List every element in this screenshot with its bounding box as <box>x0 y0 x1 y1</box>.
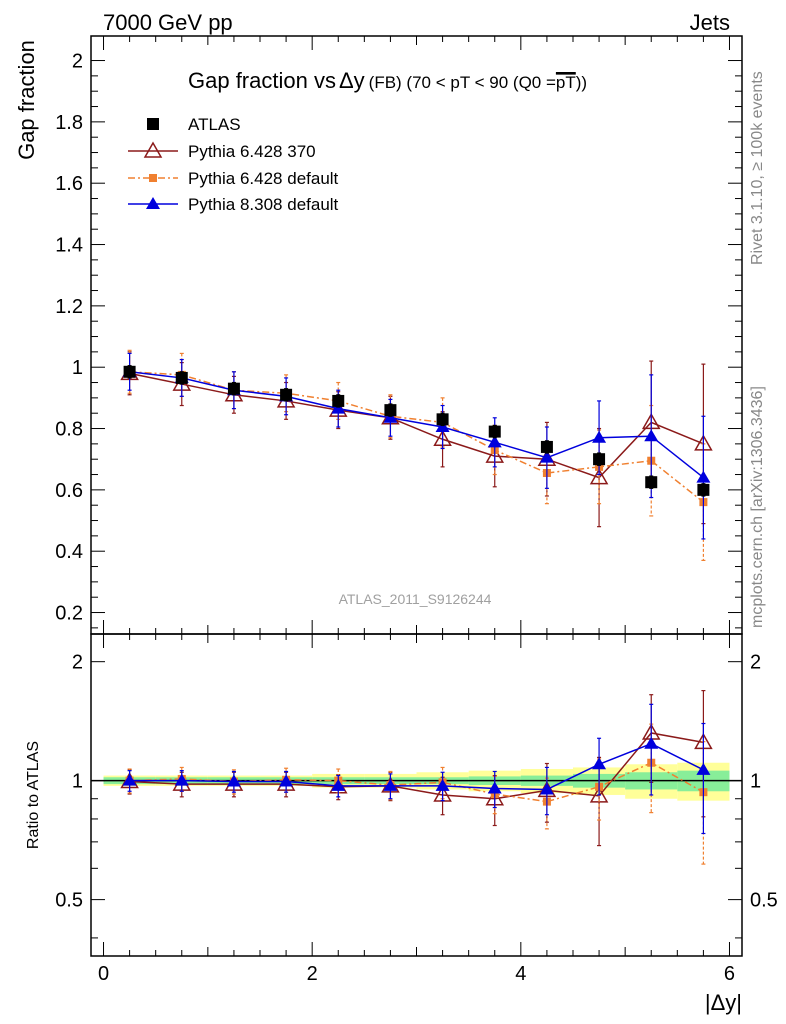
ratio-y-tick-label: 1 <box>72 771 83 793</box>
top-y-tick-label: 2 <box>72 51 83 73</box>
data-point <box>175 371 188 384</box>
series-line <box>129 371 704 503</box>
legend-label: Pythia 8.308 default <box>188 195 339 214</box>
data-point <box>697 483 710 496</box>
ratio-point <box>435 778 450 791</box>
title-bar: pT <box>556 73 576 92</box>
rivet-version-label: Rivet 3.1.10, ≥ 100k events <box>749 71 766 265</box>
top-y-tick-label: 0.4 <box>55 541 83 563</box>
data-point <box>227 382 240 395</box>
header-energy-label: 7000 GeV pp <box>103 10 233 35</box>
legend-marker <box>146 197 160 209</box>
series-atlas <box>123 365 710 497</box>
ratio-point <box>279 774 294 787</box>
top-y-tick-label: 1.4 <box>55 235 83 257</box>
ratio-series-pythia-6-428-370 <box>120 689 713 847</box>
ratio-point <box>696 762 711 775</box>
ratio-line <box>129 732 704 800</box>
legend-marker <box>147 118 159 130</box>
x-tick-label: 2 <box>307 963 318 985</box>
x-tick-label: 6 <box>724 963 735 985</box>
bottom-panel-frame <box>90 633 743 957</box>
legend-item: ATLAS <box>147 115 241 134</box>
legend-item: Pythia 8.308 default <box>128 195 339 214</box>
header-process-label: Jets <box>690 10 730 35</box>
top-y-tick-label: 0.6 <box>55 480 83 502</box>
legend-label: ATLAS <box>188 115 241 134</box>
legend-item: Pythia 6.428 370 <box>128 141 316 161</box>
ratio-point <box>174 773 189 786</box>
ratio-y-tick-label-right: 0.5 <box>750 890 778 912</box>
data-point <box>539 450 554 463</box>
x-tick-label: 4 <box>515 963 526 985</box>
data-point <box>696 470 711 483</box>
data-point <box>644 429 659 442</box>
ratio-point <box>539 782 554 795</box>
gap-fraction-panel: 0.2 0.4 0.6 0.8 1 1.2 1.4 1.6 1.8 2 ATLAS_2011_S9… <box>55 35 743 635</box>
series-line <box>129 371 704 479</box>
legend-item: Pythia 6.428 default <box>128 169 339 188</box>
ratio-y-tick-label: 0.5 <box>55 890 83 912</box>
ratio-line <box>129 742 704 791</box>
ratio-point <box>122 773 137 786</box>
title-main: Gap fraction vs <box>188 68 336 93</box>
data-point <box>123 365 136 378</box>
ratio-y-axis-label: Ratio to ATLAS <box>25 741 42 849</box>
ratio-point <box>226 774 241 787</box>
ratio-point <box>383 778 398 791</box>
title-close: )) <box>576 73 587 92</box>
ratio-panel: 0.5 0.5 1 1 2 2 <box>55 633 778 957</box>
ratio-point <box>487 781 502 794</box>
data-point <box>488 425 501 438</box>
legend-label: Pythia 6.428 370 <box>188 142 316 161</box>
data-point <box>589 468 609 485</box>
data-point <box>436 413 449 426</box>
data-point <box>384 404 397 417</box>
series-line <box>129 372 704 479</box>
top-y-tick-label: 1.6 <box>55 173 83 195</box>
data-point <box>645 476 658 489</box>
ratio-point <box>592 757 607 770</box>
top-y-tick-label: 0.8 <box>55 419 83 441</box>
top-y-tick-label: 1.2 <box>55 296 83 318</box>
analysis-id-watermark: ATLAS_2011_S9126244 <box>339 591 492 607</box>
data-point <box>593 453 606 466</box>
ratio-y-tick-label: 2 <box>72 652 83 674</box>
mcplots-reference-label: mcplots.cern.ch [arXiv:1306.3436] <box>749 386 766 628</box>
top-y-tick-label: 1.8 <box>55 112 83 134</box>
top-y-tick-label: 0.2 <box>55 603 83 625</box>
legend-marker <box>149 174 157 182</box>
data-point <box>280 388 293 401</box>
chart-title: Gap fraction vs Δy (FB) (70 < pT < 90 (Q0 … <box>188 68 587 93</box>
data-point <box>592 430 607 443</box>
legend-marker <box>143 141 163 158</box>
data-point <box>332 394 345 407</box>
series-pythia-6-428-370 <box>120 351 713 528</box>
ratio-point <box>644 736 659 749</box>
title-delta: Δy <box>339 68 365 93</box>
x-tick-label: 0 <box>98 963 109 985</box>
title-detail: (FB) (70 < pT < 90 (Q0 = <box>369 73 556 92</box>
data-point <box>487 435 502 448</box>
ratio-y-tick-label-right: 2 <box>750 652 761 674</box>
ratio-point <box>331 778 346 791</box>
ratio-y-tick-label-right: 1 <box>750 771 761 793</box>
data-point <box>540 440 553 453</box>
top-y-tick-label: 1 <box>72 357 83 379</box>
top-y-axis-label: Gap fraction <box>14 40 39 160</box>
x-axis-label: |Δy| <box>705 990 742 1015</box>
ratio-series-pythia-8-308-default <box>122 703 711 835</box>
legend-label: Pythia 6.428 default <box>188 169 339 188</box>
legend: ATLAS Pythia 6.428 370 Pythia 6.428 defaul… <box>128 115 339 214</box>
series-pythia-8-308-default <box>122 352 711 540</box>
